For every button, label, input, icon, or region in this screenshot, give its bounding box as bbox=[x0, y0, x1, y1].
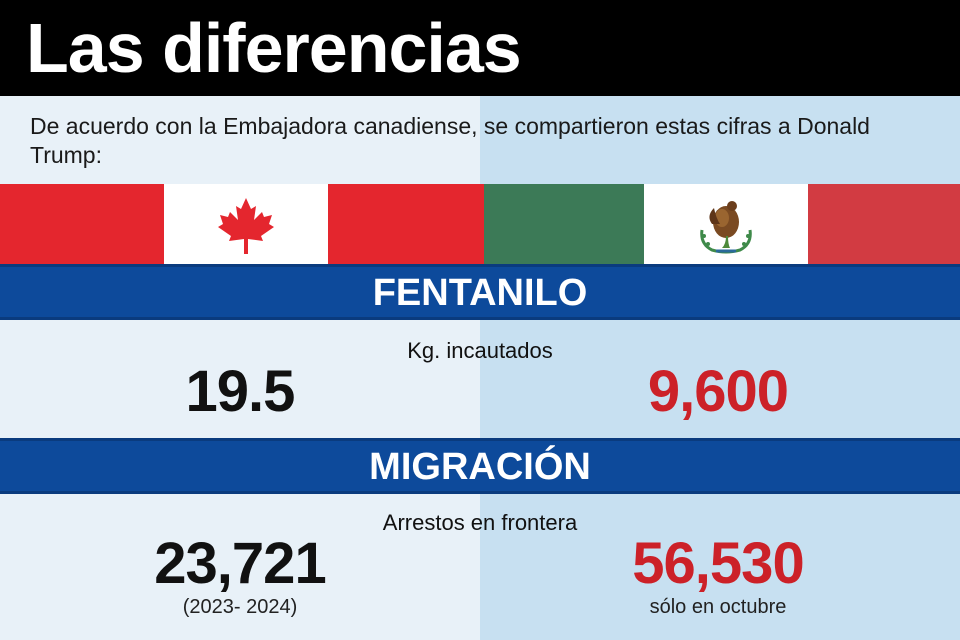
fentanilo-panel: Kg. incautados 19.5 9,600 bbox=[0, 320, 960, 438]
migracion-sublabel: Arrestos en frontera bbox=[382, 510, 578, 535]
mexico-fentanilo-value: 9,600 bbox=[647, 359, 789, 424]
eagle-coat-of-arms-icon bbox=[700, 201, 752, 254]
migracion-heading-band: MIGRACIÓN bbox=[0, 438, 960, 494]
intro-text: De acuerdo con la Embajadora canadiense,… bbox=[30, 113, 870, 168]
fentanilo-heading: FENTANILO bbox=[372, 272, 588, 314]
flags-row bbox=[0, 184, 960, 264]
mexico-migracion-note: sólo en octubre bbox=[649, 596, 787, 618]
maple-leaf-icon bbox=[218, 198, 274, 254]
canada-flag bbox=[0, 184, 490, 264]
intro-section: De acuerdo con la Embajadora canadiense,… bbox=[0, 96, 960, 184]
fentanilo-panel-left bbox=[0, 320, 480, 438]
canada-fentanilo-value: 19.5 bbox=[185, 359, 296, 424]
migracion-panel-left bbox=[0, 494, 480, 640]
intro-bg-right bbox=[480, 96, 960, 184]
canada-migracion-value: 23,721 bbox=[154, 531, 326, 596]
mexico-flag bbox=[484, 184, 960, 264]
fentanilo-heading-band: FENTANILO bbox=[0, 264, 960, 320]
mexico-migracion-value: 56,530 bbox=[632, 531, 804, 596]
fentanilo-sublabel: Kg. incautados bbox=[407, 338, 553, 363]
intro-bg-left bbox=[0, 96, 480, 184]
migracion-panel: Arrestos en frontera 23,721 (2023- 2024)… bbox=[0, 494, 960, 640]
canada-migracion-note: (2023- 2024) bbox=[182, 596, 298, 618]
page-title: Las diferencias bbox=[26, 9, 522, 87]
migracion-heading: MIGRACIÓN bbox=[369, 446, 591, 488]
header: Las diferencias bbox=[0, 0, 960, 96]
migracion-panel-right bbox=[480, 494, 960, 640]
fentanilo-panel-right bbox=[480, 320, 960, 438]
